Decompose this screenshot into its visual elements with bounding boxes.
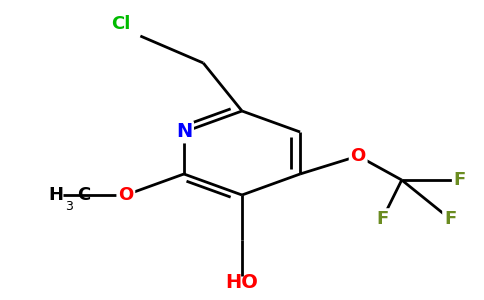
- Text: F: F: [454, 171, 466, 189]
- Text: C: C: [77, 186, 91, 204]
- Text: HO: HO: [226, 273, 258, 292]
- Text: O: O: [118, 186, 134, 204]
- Text: H: H: [48, 186, 63, 204]
- Text: O: O: [350, 147, 366, 165]
- Text: N: N: [176, 122, 192, 142]
- Text: F: F: [376, 210, 389, 228]
- Text: Cl: Cl: [111, 15, 131, 33]
- Text: F: F: [444, 210, 456, 228]
- Text: 3: 3: [65, 200, 73, 214]
